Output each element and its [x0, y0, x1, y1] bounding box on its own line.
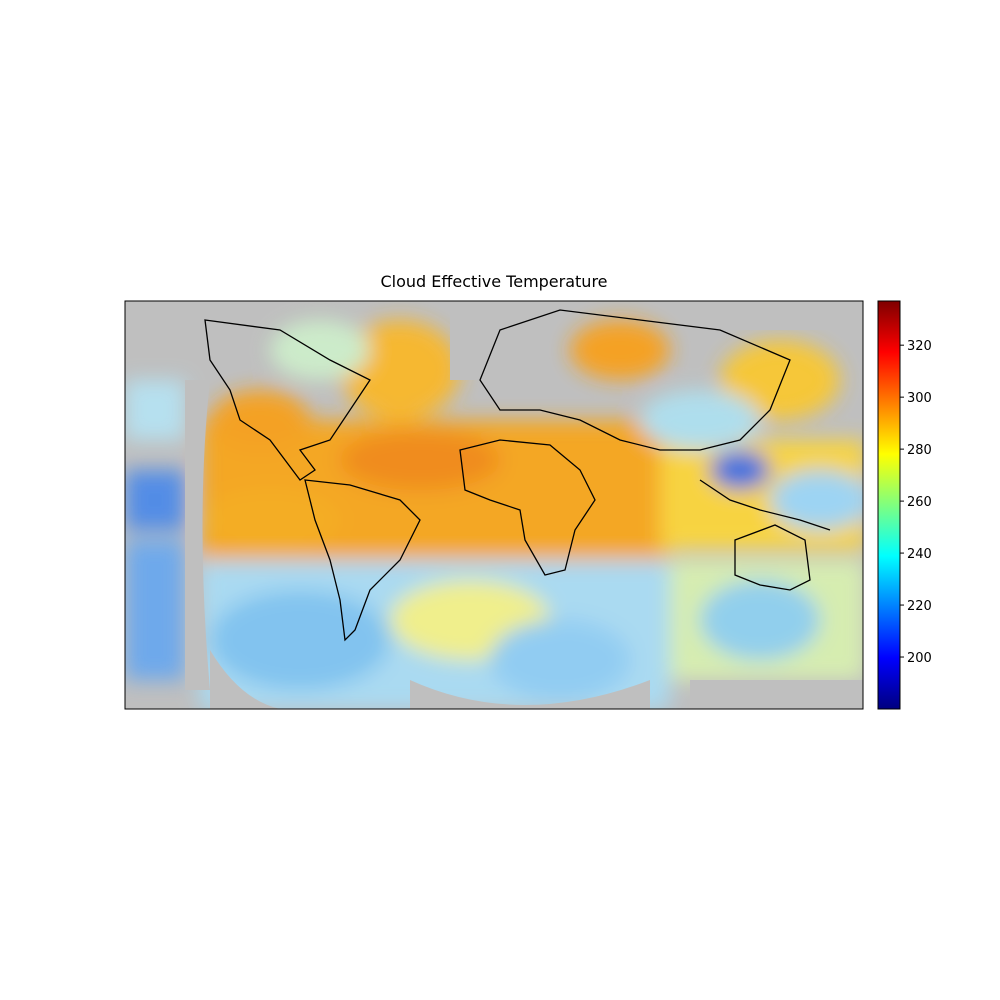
colorbar	[877, 300, 901, 710]
colorbar-tick-label: 200	[907, 651, 932, 666]
colorbar-tick-label: 220	[907, 599, 932, 614]
colorbar-tick-label: 320	[907, 339, 932, 354]
colorbar-tick-label: 260	[907, 495, 932, 510]
map-field	[125, 301, 863, 709]
colorbar-tick-label: 280	[907, 443, 932, 458]
colorbar-tick-label: 240	[907, 547, 932, 562]
map-frame	[124, 300, 864, 710]
map-title: Cloud Effective Temperature	[380, 272, 607, 291]
colorbar-tick-label: 300	[907, 391, 932, 406]
